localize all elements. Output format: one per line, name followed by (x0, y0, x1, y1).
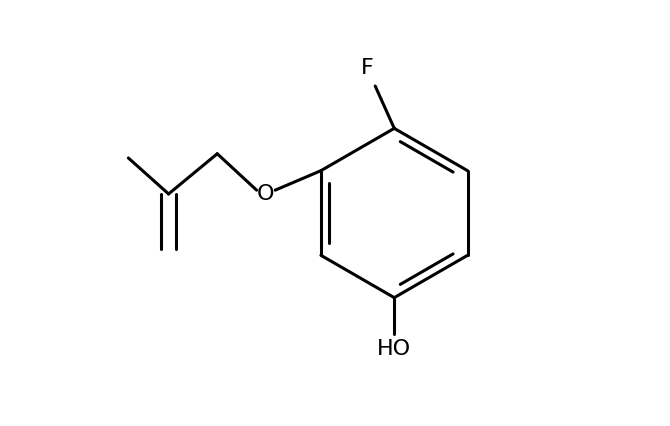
Text: O: O (257, 184, 275, 204)
Text: HO: HO (377, 339, 411, 359)
Text: F: F (361, 58, 374, 78)
